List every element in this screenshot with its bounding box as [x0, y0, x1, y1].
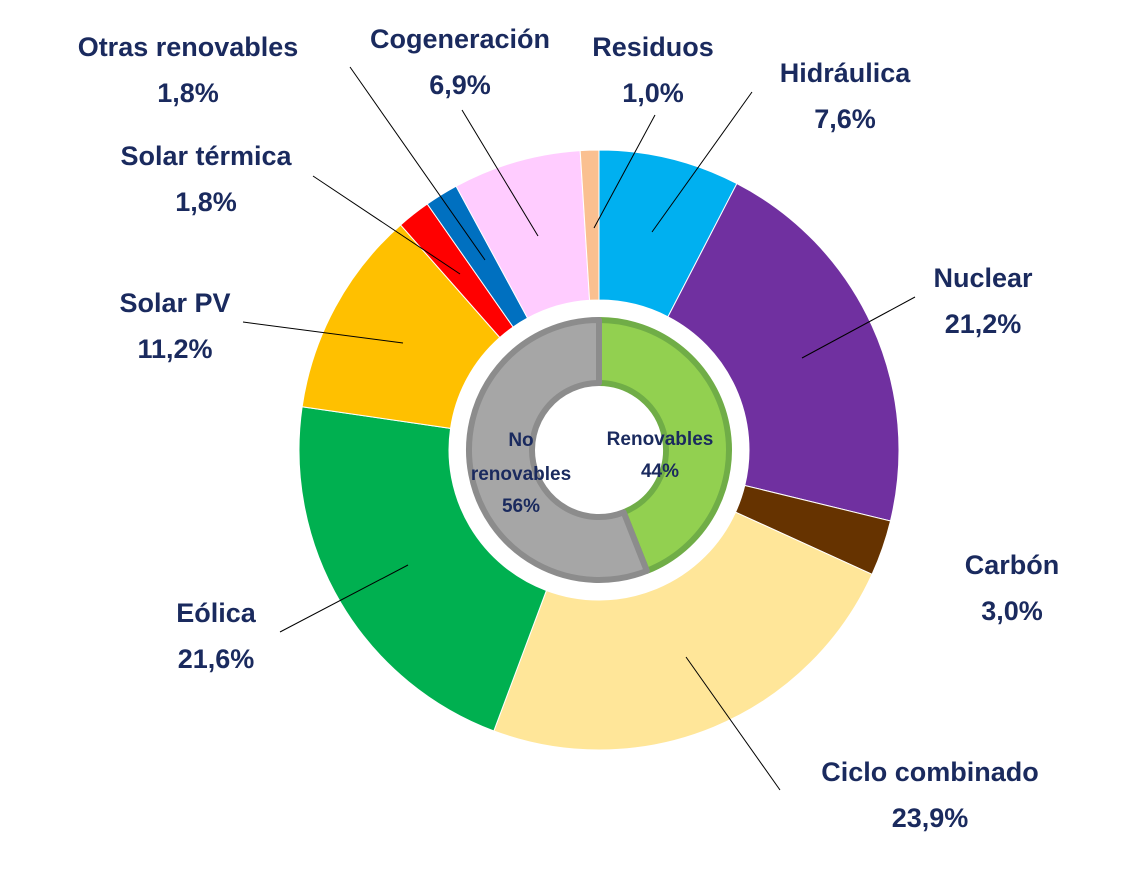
- label-residuos: Residuos: [592, 32, 714, 62]
- value-label-solar-pv: 11,2%: [137, 334, 212, 364]
- inner-label-renovables: Renovables: [607, 429, 714, 450]
- value-label-ciclo-combinado: 23,9%: [892, 803, 969, 833]
- value-label-hidraulica: 7,6%: [814, 104, 876, 134]
- inner-value-no-renovables: 56%: [502, 496, 540, 517]
- inner-label-no-renovables-2: renovables: [471, 464, 571, 485]
- slice-ciclo-combinado: [493, 511, 873, 751]
- leader-line-solar-pv: [242, 321, 404, 344]
- leader-line-eolica: [279, 564, 409, 633]
- label-solar-termica: Solar térmica: [120, 141, 292, 171]
- label-nuclear: Nuclear: [933, 263, 1033, 293]
- slice-nuclear: [667, 182, 900, 522]
- inner-slice-renovables: [596, 317, 732, 574]
- value-label-otras-renovables: 1,8%: [157, 78, 219, 108]
- value-label-residuos: 1,0%: [622, 78, 684, 108]
- slice-residuos: [579, 149, 600, 301]
- label-ciclo-combinado: Ciclo combinado: [821, 757, 1039, 787]
- leader-line-nuclear: [801, 296, 916, 359]
- inner-label-no-renovables-1: No: [508, 430, 533, 451]
- leader-line-residuos: [593, 114, 656, 229]
- label-cogeneracion: Cogeneración: [370, 24, 550, 54]
- leader-line-solar-termica: [312, 175, 461, 275]
- leader-line-ciclo-combinado: [685, 656, 781, 791]
- label-otras-renovables: Otras renovables: [78, 32, 299, 62]
- value-label-solar-termica: 1,8%: [175, 187, 237, 217]
- value-label-cogeneracion: 6,9%: [429, 70, 491, 100]
- slice-labels: Hidráulica 7,6% Nuclear 21,2% Carbón 3,0% Cicl…: [78, 24, 1060, 833]
- inner-ring: [466, 317, 732, 583]
- leader-line-hidraulica: [651, 91, 753, 233]
- label-carbon: Carbón: [965, 550, 1060, 580]
- value-label-nuclear: 21,2%: [945, 309, 1022, 339]
- value-label-carbon: 3,0%: [981, 596, 1043, 626]
- inner-value-renovables: 44%: [641, 461, 679, 482]
- label-solar-pv: Solar PV: [119, 288, 230, 318]
- label-eolica: Eólica: [176, 598, 257, 628]
- leader-line-cogeneracion: [461, 109, 539, 237]
- leader-lines: [242, 66, 916, 791]
- leader-line-otras-renovables: [349, 66, 486, 261]
- inner-slice-no-renovables: [466, 317, 650, 583]
- slice-eolica: [298, 406, 548, 732]
- outer-ring: [298, 149, 900, 751]
- label-hidraulica: Hidráulica: [780, 58, 912, 88]
- value-label-eolica: 21,6%: [178, 644, 255, 674]
